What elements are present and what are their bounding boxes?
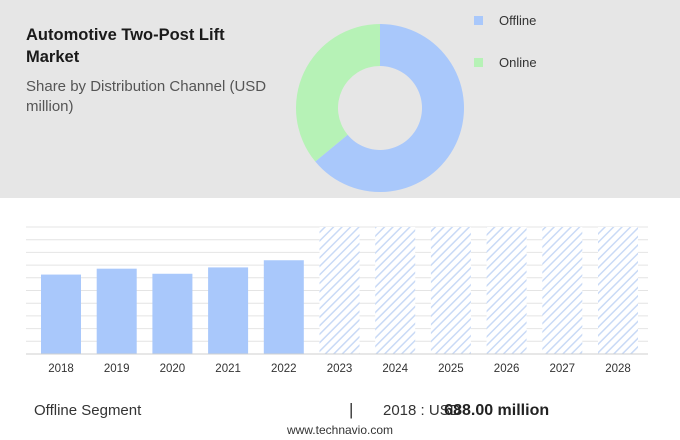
bar-2018 bbox=[41, 274, 81, 354]
x-tick-label-2023: 2023 bbox=[327, 363, 353, 375]
x-tick-label-2018: 2018 bbox=[48, 363, 74, 375]
x-tick-label-2022: 2022 bbox=[271, 363, 297, 375]
footer-value: 688.00 million bbox=[444, 402, 550, 419]
bar-2022 bbox=[263, 260, 304, 354]
x-tick-label-2019: 2019 bbox=[104, 363, 130, 375]
chart-title: Automotive Two-Post Lift Market bbox=[26, 26, 225, 66]
chart-subtitle: Share by Distribution Channel (USD milli… bbox=[26, 78, 267, 115]
legend-item-offline: Offline bbox=[474, 13, 536, 28]
bar-2020 bbox=[152, 273, 193, 354]
legend-label-online: Online bbox=[499, 55, 537, 70]
forecast-bar-2028 bbox=[598, 227, 638, 354]
x-tick-label-2020: 2020 bbox=[160, 363, 186, 375]
bar-2019 bbox=[96, 268, 137, 354]
footer-segment-label: Offline Segment bbox=[34, 402, 142, 419]
x-tick-label-2028: 2028 bbox=[605, 363, 631, 375]
forecast-bar-2025 bbox=[430, 227, 471, 354]
legend-swatch-offline bbox=[474, 16, 483, 25]
x-tick-label-2024: 2024 bbox=[382, 363, 408, 375]
forecast-bar-2023 bbox=[319, 227, 360, 354]
footer-value-wrap: 688.00 million bbox=[440, 402, 549, 420]
donut-slice-offline bbox=[315, 24, 464, 192]
forecast-bar-2024 bbox=[375, 227, 416, 354]
donut-chart bbox=[296, 23, 464, 192]
x-tick-label-2021: 2021 bbox=[215, 363, 241, 375]
bar-chart: 2018 2019 2020 2021 2022 2023 2024 2025 2026 2027… bbox=[26, 226, 648, 375]
donut-slice-online bbox=[296, 23, 380, 162]
footer-year: 2018 : USD bbox=[383, 402, 461, 419]
legend-label-offline: Offline bbox=[499, 13, 537, 28]
bar-2021 bbox=[208, 267, 249, 354]
legend-item-online: Online bbox=[474, 55, 537, 70]
forecast-bar-2026 bbox=[486, 227, 527, 354]
x-tick-label-2027: 2027 bbox=[550, 363, 576, 375]
legend-swatch-online bbox=[474, 58, 483, 67]
source-link[interactable]: www.technavio.com bbox=[286, 423, 394, 437]
x-tick-label-2026: 2026 bbox=[494, 363, 520, 375]
forecast-bar-2027 bbox=[542, 227, 583, 354]
x-tick-label-2025: 2025 bbox=[438, 363, 464, 375]
footer-separator: | bbox=[349, 400, 354, 419]
